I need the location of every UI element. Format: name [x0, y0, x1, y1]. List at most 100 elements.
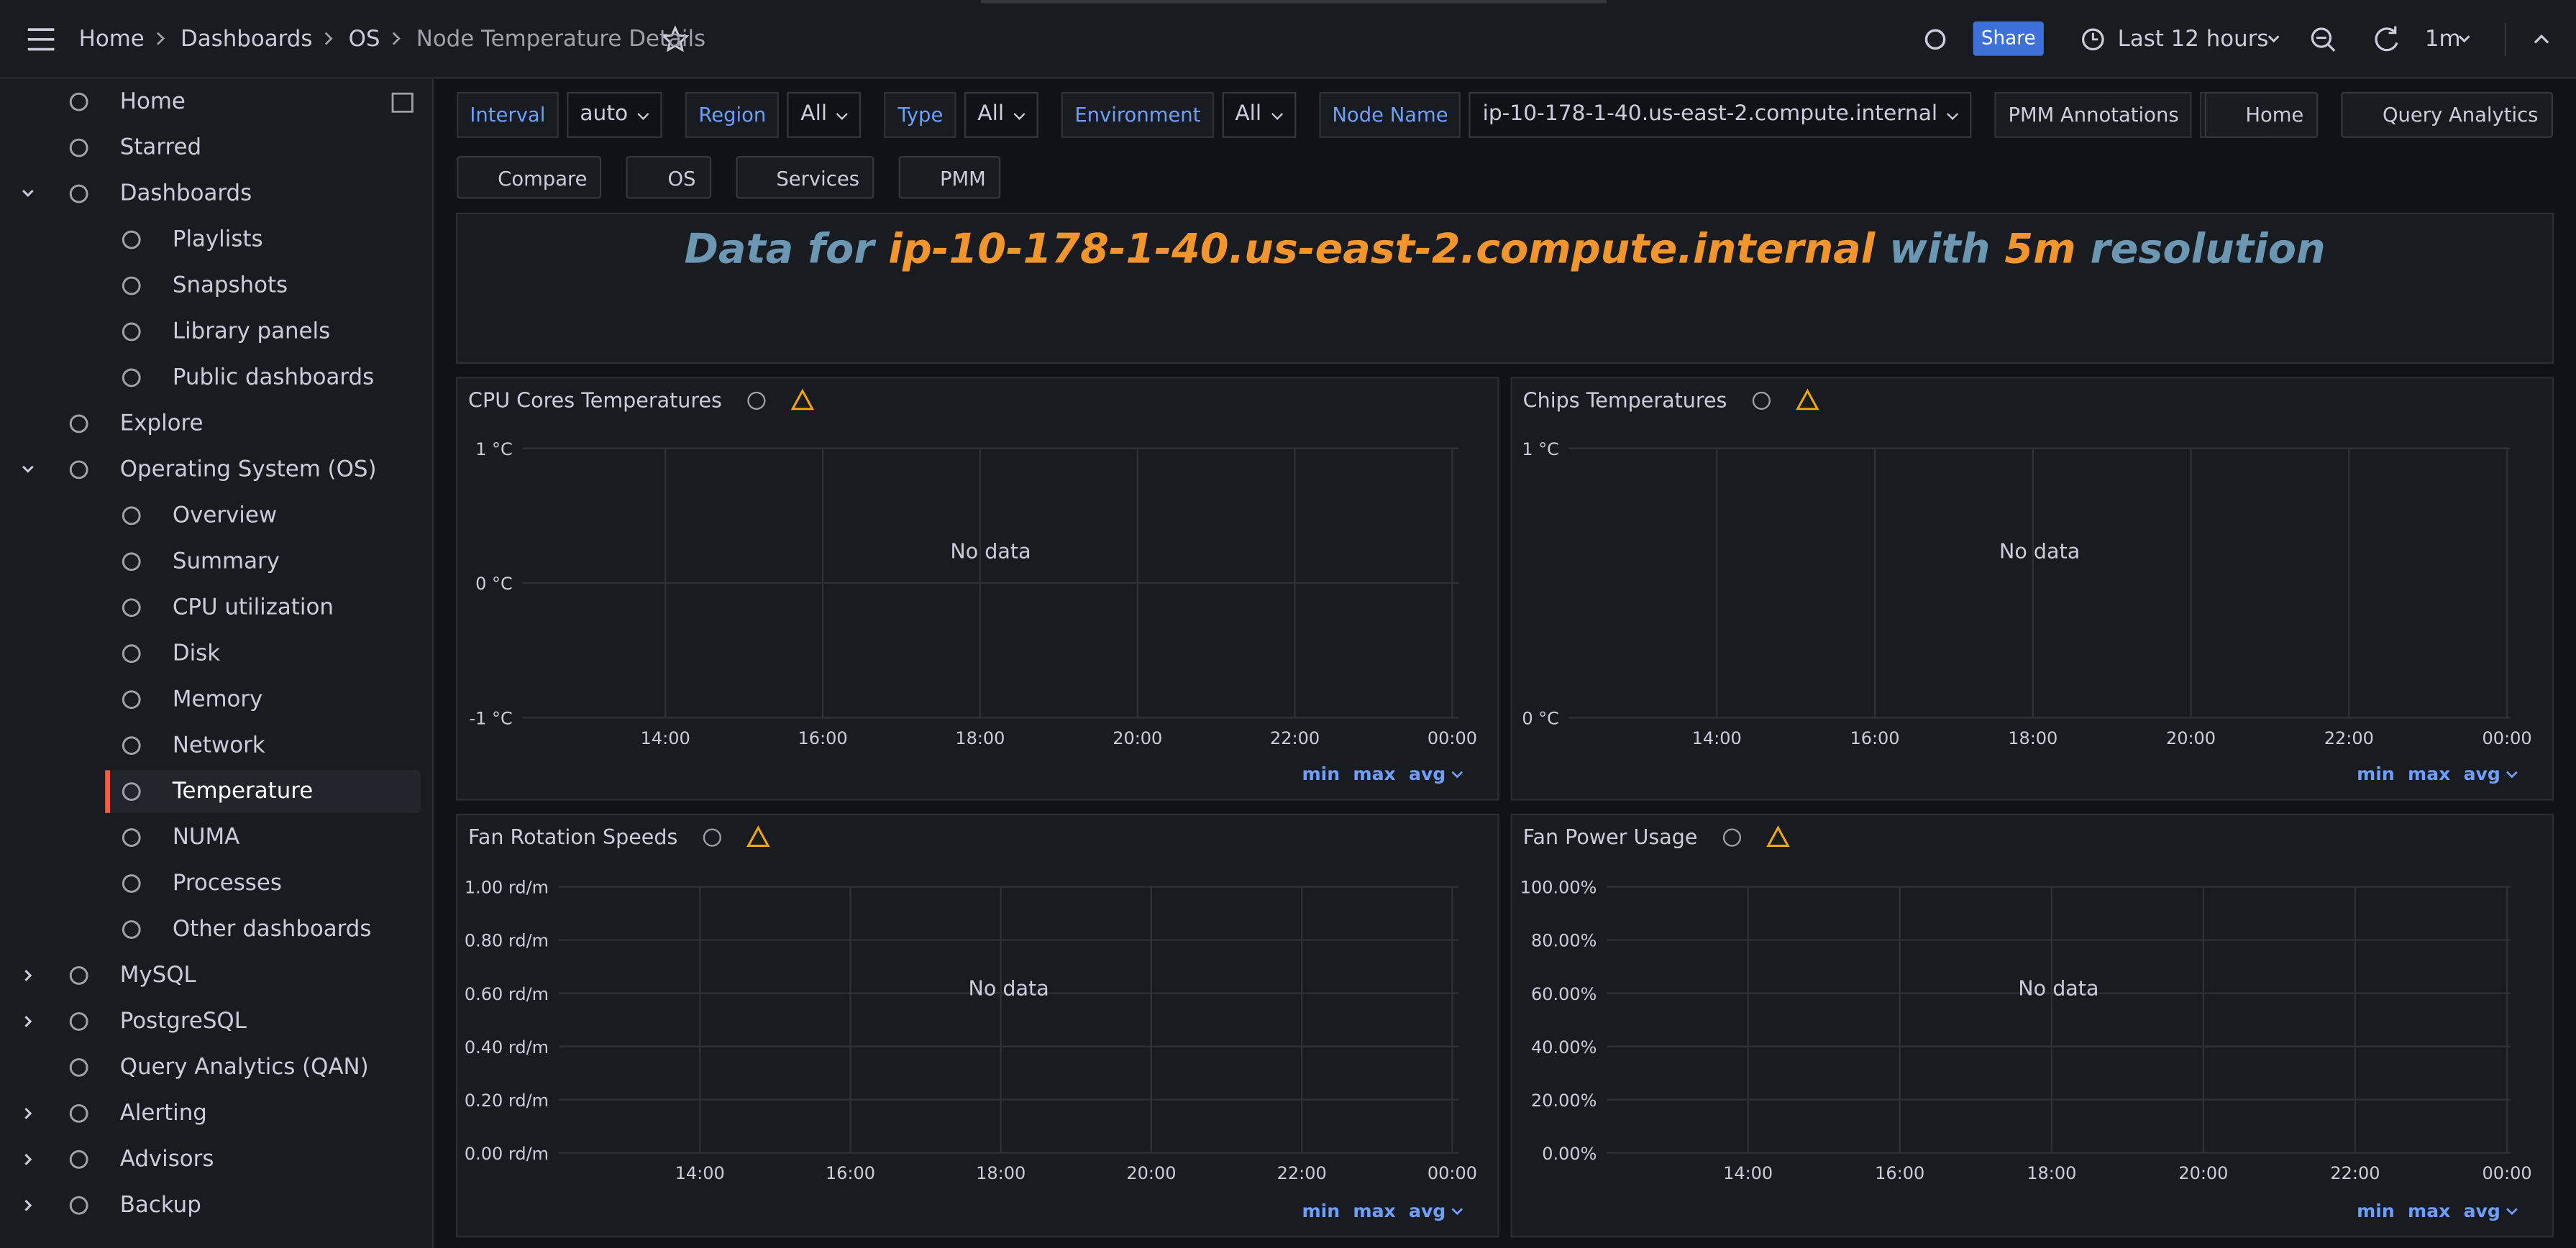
- legend-sort[interactable]: min: [1302, 1201, 1340, 1221]
- nav-item[interactable]: CPU utilization: [172, 594, 334, 621]
- zoom-out-icon[interactable]: [2311, 27, 2332, 48]
- nav-icon: [122, 552, 141, 572]
- nav-button[interactable]: Services: [735, 156, 874, 199]
- info-icon[interactable]: [703, 828, 721, 847]
- collapse-icon[interactable]: [2534, 34, 2549, 44]
- x-tick-label: 22:00: [2330, 1163, 2380, 1183]
- menu-icon[interactable]: [27, 28, 55, 51]
- expand-chevron[interactable]: [24, 1199, 32, 1211]
- breadcrumb[interactable]: OS: [348, 26, 380, 53]
- share-button[interactable]: Share: [1973, 21, 2044, 56]
- expand-chevron[interactable]: [24, 1107, 32, 1119]
- variable-value[interactable]: All: [964, 91, 1039, 138]
- nav-item[interactable]: Public dashboards: [172, 364, 375, 391]
- breadcrumb[interactable]: Home: [78, 26, 145, 53]
- expand-chevron[interactable]: [24, 1153, 32, 1165]
- dashboard-link[interactable]: Home: [2204, 91, 2319, 138]
- banner-text: Data for ip-10-178-1-40.us-east-2.comput…: [684, 226, 2325, 273]
- legend-sort[interactable]: min: [1302, 763, 1340, 784]
- legend-sort[interactable]: max: [2408, 1201, 2450, 1221]
- variable: Type All: [885, 91, 1039, 138]
- top-tab: [980, 0, 1607, 4]
- x-tick-label: 16:00: [1875, 1163, 1924, 1183]
- breadcrumb[interactable]: Node Temperature Details: [416, 26, 706, 53]
- nav-icon: [69, 966, 88, 985]
- links-row: Home Query Analytics: [2204, 91, 2554, 138]
- nav-item[interactable]: Playlists: [172, 226, 263, 253]
- nav-item[interactable]: Starred: [119, 134, 202, 161]
- breadcrumb[interactable]: Dashboards: [181, 26, 313, 53]
- nav-item[interactable]: Advisors: [119, 1146, 214, 1173]
- star-icon[interactable]: [661, 25, 690, 52]
- legend-sort[interactable]: min: [2357, 763, 2395, 784]
- nav-item[interactable]: Library panels: [172, 318, 331, 345]
- dock-icon[interactable]: [391, 92, 414, 113]
- nav-button[interactable]: Compare: [457, 156, 603, 199]
- nav-item[interactable]: Overview: [172, 503, 278, 529]
- nav-item[interactable]: Home: [119, 88, 186, 115]
- nav-icon: [69, 138, 88, 157]
- nav-item[interactable]: Explore: [119, 410, 204, 437]
- no-data: No data: [950, 539, 1031, 564]
- legend-sort[interactable]: avg: [1409, 763, 1445, 784]
- banner-part: Data for: [684, 226, 877, 273]
- nav-item[interactable]: Network: [172, 732, 265, 759]
- nav-icon: [69, 184, 88, 203]
- time-chevron[interactable]: [2267, 35, 2280, 43]
- y-tick-label: 0.80 rd/m: [465, 931, 549, 951]
- info-icon[interactable]: [1722, 828, 1742, 847]
- legend-sort[interactable]: avg: [1409, 1201, 1445, 1221]
- info-icon[interactable]: [1752, 391, 1771, 410]
- x-tick-label: 20:00: [2178, 1163, 2228, 1183]
- nav-item[interactable]: Memory: [172, 686, 263, 713]
- y-tick-label: 0 °C: [1522, 708, 1559, 728]
- expand-chevron[interactable]: [22, 189, 34, 197]
- x-tick-label: 00:00: [2483, 1163, 2532, 1183]
- x-tick-label: 14:00: [641, 728, 690, 748]
- nav-item[interactable]: NUMA: [172, 824, 240, 851]
- nav-button[interactable]: PMM: [898, 156, 1001, 199]
- legend-sort[interactable]: max: [1353, 763, 1395, 784]
- sidebar-icons: [22, 92, 421, 1215]
- nav-item[interactable]: Operating System (OS): [119, 456, 377, 483]
- x-tick-label: 18:00: [2027, 1163, 2076, 1183]
- variable-value[interactable]: All: [787, 91, 862, 138]
- nav-item[interactable]: Alerting: [119, 1100, 207, 1127]
- variable-value[interactable]: ip-10-178-1-40.us-east-2.compute.interna…: [1469, 91, 1973, 138]
- nav-item[interactable]: Other dashboards: [172, 916, 372, 943]
- nav-button[interactable]: OS: [626, 156, 711, 199]
- variable-value[interactable]: auto: [567, 91, 663, 138]
- legend-sort[interactable]: min: [2357, 1201, 2395, 1221]
- nav-item[interactable]: Dashboards: [119, 180, 252, 207]
- expand-chevron[interactable]: [24, 1016, 32, 1027]
- x-tick-label: 22:00: [2324, 728, 2374, 748]
- nav-item[interactable]: Temperature: [172, 778, 314, 805]
- refresh-chevron[interactable]: [2458, 35, 2470, 43]
- expand-chevron[interactable]: [22, 465, 34, 473]
- legend-sort[interactable]: avg: [2464, 1201, 2500, 1221]
- nav-item[interactable]: Processes: [172, 870, 282, 897]
- warning-icon: [1796, 388, 1819, 410]
- y-tick-label: 1.00 rd/m: [465, 878, 549, 898]
- refresh-icon[interactable]: [2375, 26, 2398, 52]
- nav-item[interactable]: Disk: [172, 640, 221, 667]
- nav-item[interactable]: Snapshots: [172, 272, 288, 299]
- refresh-interval[interactable]: 1m: [2424, 26, 2461, 53]
- time-range[interactable]: Last 12 hours: [2117, 26, 2269, 53]
- legend-sort[interactable]: max: [1353, 1201, 1395, 1221]
- nav-item[interactable]: MySQL: [119, 962, 196, 989]
- variable-value[interactable]: All: [1222, 91, 1297, 138]
- dashboard-link[interactable]: Query Analytics: [2341, 91, 2554, 138]
- legend-sort[interactable]: avg: [2464, 763, 2500, 784]
- nav-item[interactable]: Backup: [119, 1192, 201, 1219]
- settings-icon[interactable]: [1924, 29, 1946, 50]
- info-icon[interactable]: [747, 391, 766, 410]
- y-tick-label: 0.20 rd/m: [465, 1091, 549, 1111]
- variable-label: Node Name: [1319, 91, 1461, 138]
- expand-chevron[interactable]: [24, 970, 32, 981]
- nav-item[interactable]: Summary: [172, 549, 280, 575]
- legend-sort[interactable]: max: [2408, 763, 2450, 784]
- nav-item[interactable]: PostgreSQL: [119, 1008, 247, 1035]
- nav-item[interactable]: Query Analytics (QAN): [119, 1054, 369, 1081]
